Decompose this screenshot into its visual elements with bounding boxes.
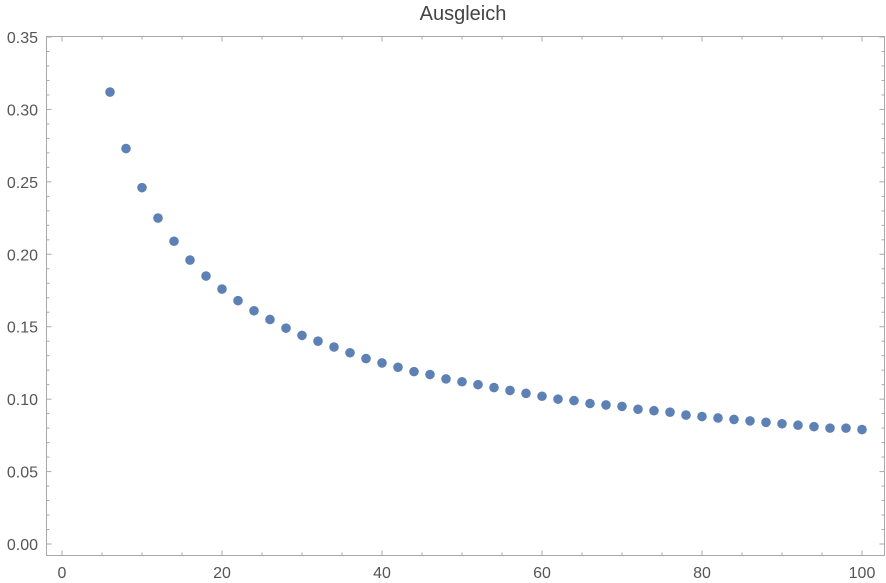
data-point (729, 414, 739, 425)
data-point (121, 143, 131, 154)
data-point (521, 388, 531, 399)
data-point (809, 421, 819, 432)
data-point (617, 401, 627, 412)
data-point (409, 366, 419, 377)
data-point (649, 405, 659, 416)
data-point (313, 336, 323, 347)
data-point (569, 395, 579, 406)
data-point (473, 379, 483, 390)
data-point (601, 400, 611, 410)
data-point (857, 424, 867, 435)
data-point (697, 411, 707, 422)
x-tick-label: 20 (213, 565, 231, 582)
data-point (713, 413, 723, 423)
data-point (553, 394, 563, 404)
data-point (377, 358, 387, 368)
plot-frame (46, 36, 885, 556)
data-point (633, 404, 643, 415)
y-tick-label: 0.35 (7, 30, 38, 47)
data-point (489, 382, 499, 393)
x-tick-label: 40 (373, 565, 391, 582)
data-point (361, 353, 371, 364)
y-tick-label: 0.05 (7, 465, 38, 482)
x-axis-ticks: 0 20 40 60 80 100 (58, 36, 876, 582)
data-point (585, 398, 595, 409)
data-point (441, 374, 451, 384)
data-point (169, 236, 179, 247)
chart-title: Ausgleich (420, 3, 507, 25)
data-point (201, 271, 211, 281)
y-tick-label: 0.15 (7, 320, 38, 337)
data-point (217, 284, 227, 294)
x-tick-label: 60 (533, 565, 551, 582)
data-point (761, 417, 771, 428)
data-point (537, 391, 547, 402)
data-point (393, 362, 403, 373)
data-point (185, 255, 195, 265)
data-point (793, 420, 803, 431)
y-tick-label: 0.00 (7, 537, 38, 554)
x-tick-label: 80 (693, 565, 711, 582)
data-point (281, 323, 291, 333)
data-point (233, 295, 243, 306)
data-point (265, 314, 275, 325)
data-point (153, 213, 163, 223)
data-point (249, 305, 259, 316)
data-point (137, 182, 147, 193)
data-point (457, 376, 467, 387)
y-tick-label: 0.10 (7, 392, 38, 409)
data-point (425, 369, 435, 380)
data-point (665, 407, 675, 417)
data-point (345, 347, 355, 358)
data-point (681, 410, 691, 420)
data-point (297, 330, 307, 341)
data-point (505, 385, 515, 396)
data-points (105, 87, 867, 435)
data-point (745, 416, 755, 426)
y-tick-label: 0.20 (7, 247, 38, 264)
x-tick-label: 0 (58, 565, 67, 582)
data-point (777, 418, 787, 429)
y-tick-label: 0.30 (7, 102, 38, 119)
data-point (841, 423, 851, 433)
y-tick-label: 0.25 (7, 175, 38, 192)
y-axis-ticks: 0.00 0.05 0.10 0.15 0.20 0.25 0.30 0.35 (7, 30, 885, 554)
data-point (329, 342, 339, 352)
data-point (825, 423, 835, 433)
data-point (105, 87, 115, 97)
x-tick-label: 100 (849, 565, 876, 582)
